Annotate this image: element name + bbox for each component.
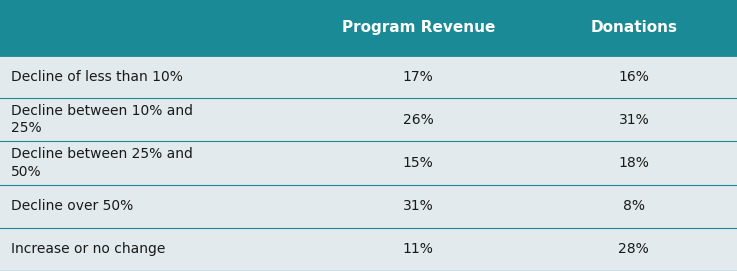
Bar — [0, 0, 737, 55]
Text: 11%: 11% — [403, 242, 433, 256]
Text: 17%: 17% — [403, 70, 433, 83]
Text: 15%: 15% — [403, 156, 433, 170]
Text: 31%: 31% — [403, 199, 433, 213]
Text: Program Revenue: Program Revenue — [341, 20, 495, 35]
Text: Donations: Donations — [590, 20, 677, 35]
Text: Increase or no change: Increase or no change — [11, 242, 165, 256]
Text: 26%: 26% — [403, 113, 433, 127]
Text: 28%: 28% — [618, 242, 649, 256]
Bar — [0, 55, 737, 271]
Text: 18%: 18% — [618, 156, 649, 170]
Text: Decline between 10% and
25%: Decline between 10% and 25% — [11, 104, 193, 136]
Text: Decline of less than 10%: Decline of less than 10% — [11, 70, 183, 83]
Text: 16%: 16% — [618, 70, 649, 83]
Text: Decline between 25% and
50%: Decline between 25% and 50% — [11, 147, 193, 179]
Text: 31%: 31% — [618, 113, 649, 127]
Text: Decline over 50%: Decline over 50% — [11, 199, 133, 213]
Text: 8%: 8% — [623, 199, 645, 213]
